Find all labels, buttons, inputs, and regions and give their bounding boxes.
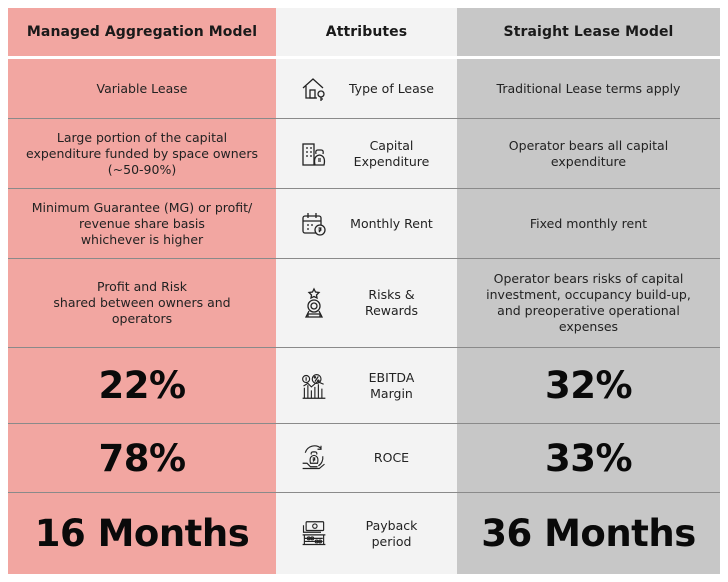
header-straight-lease: Straight Lease Model (457, 8, 720, 56)
attributes-column (276, 8, 457, 574)
row-divider (8, 423, 720, 424)
row-divider (8, 492, 720, 493)
left-value: Large portion of the capital expenditure … (25, 129, 259, 177)
attribute-label: Type of Lease (348, 80, 434, 96)
left-value: Profit and Risk shared between owners and… (53, 279, 231, 326)
straight-lease-column (457, 8, 720, 574)
attribute-row: Risks & Rewards (276, 259, 457, 347)
attribute-row: Monthly Rent (276, 189, 457, 258)
right-big-value: 32% (544, 364, 633, 407)
left-big-value: 78% (98, 436, 186, 480)
attribute-row: Payback period (276, 493, 457, 574)
managed-aggregation-column (8, 8, 276, 574)
attribute-row: Type of Lease (276, 59, 457, 118)
right-big-value: 36 Months (481, 512, 696, 555)
right-value: Operator bears risks of capital investmen… (486, 271, 691, 334)
left-value: Minimum Guarantee (MG) or profit/revenue… (31, 199, 253, 247)
header-managed-aggregation: Managed Aggregation Model (8, 8, 276, 56)
building-money-icon (300, 140, 328, 168)
attribute-label: Capital Expenditure (353, 137, 430, 169)
calendar-coin-icon (300, 210, 328, 238)
hand-rupee-bag-icon (300, 444, 328, 472)
right-value: Operator bears all capital expenditure (508, 137, 669, 169)
attribute-row: ROCE (276, 424, 457, 492)
left-big-value: 22% (98, 364, 186, 407)
right-value: Traditional Lease terms apply (496, 80, 681, 96)
attribute-label: Payback period (365, 517, 418, 549)
attribute-row: EBITDA Margin (276, 348, 457, 423)
bar-chart-percent-icon (300, 372, 328, 400)
house-key-icon (300, 75, 328, 103)
header-attributes: Attributes (276, 8, 457, 56)
left-value: Variable Lease (96, 80, 188, 96)
attribute-label: EBITDA Margin (368, 369, 415, 401)
attribute-row: Capital Expenditure (276, 119, 457, 188)
row-divider (8, 188, 720, 189)
attribute-label: Monthly Rent (350, 215, 433, 231)
award-medal-icon (300, 287, 328, 318)
row-divider (8, 118, 720, 119)
cash-abacus-icon (300, 520, 328, 548)
attribute-label: ROCE (373, 450, 410, 465)
attribute-label: Risks & Rewards (364, 287, 419, 318)
right-big-value: 33% (544, 436, 633, 480)
right-value: Fixed monthly rent (529, 215, 648, 231)
left-big-value: 16 Months (34, 512, 250, 555)
row-divider (8, 347, 720, 348)
header-divider (8, 56, 720, 59)
row-divider (8, 258, 720, 259)
